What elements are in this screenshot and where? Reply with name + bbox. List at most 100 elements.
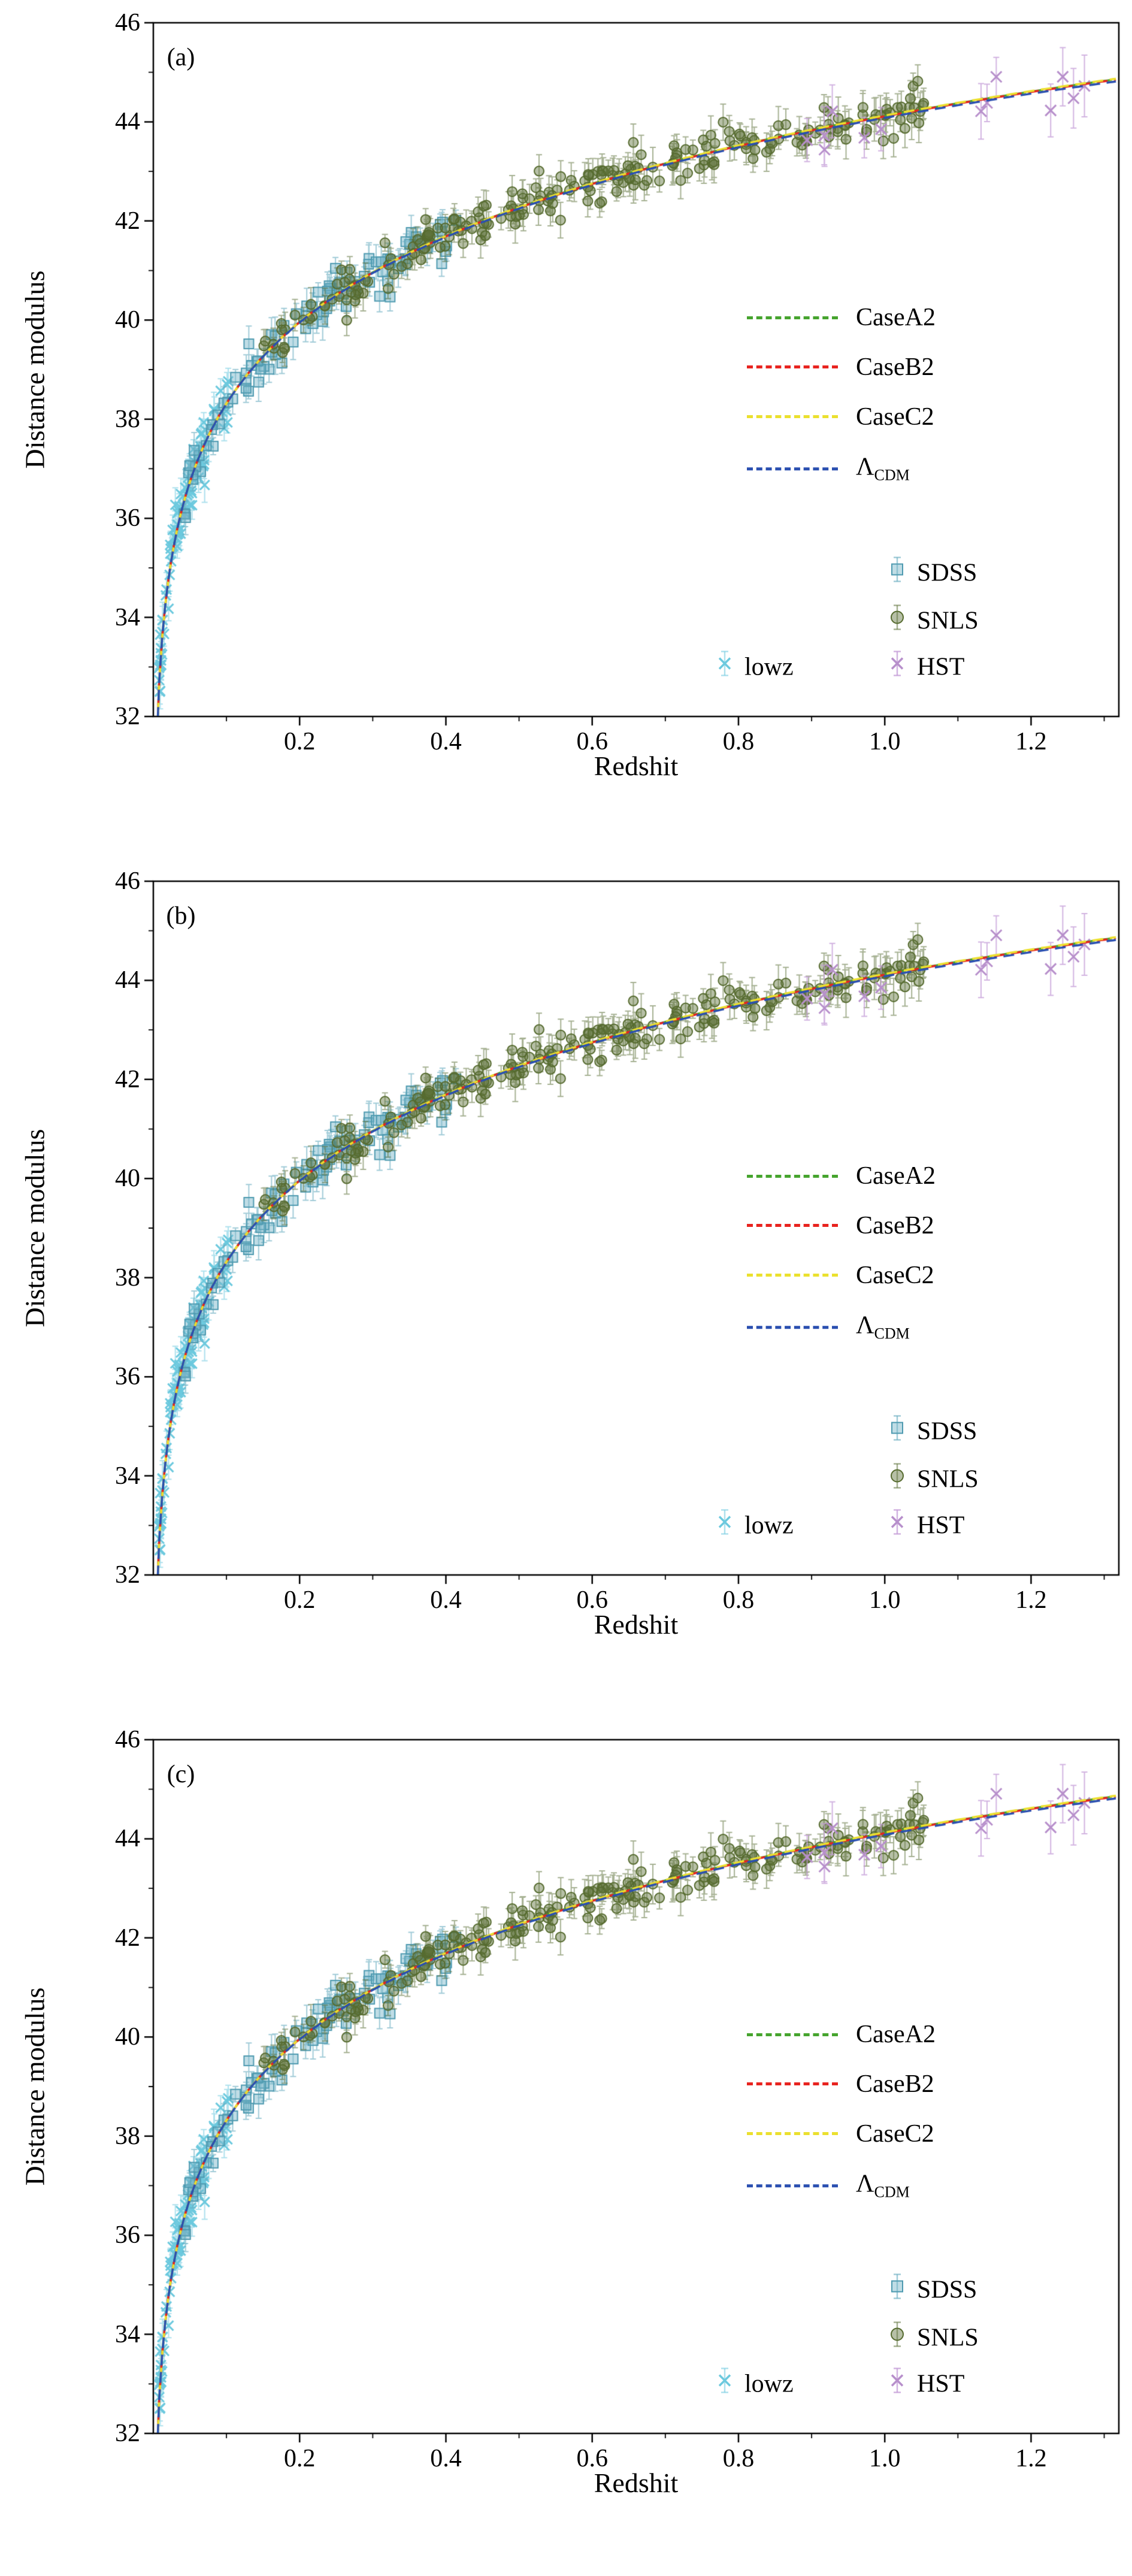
legend-label: HST <box>917 653 965 681</box>
legend-label-subscript: CDM <box>874 1325 910 1343</box>
legend-line-entry: ΛCDM <box>747 453 910 485</box>
x-tick-label: 0.2 <box>283 728 316 755</box>
x-tick-label: 1.2 <box>1015 1586 1047 1614</box>
y-tick-label: 32 <box>115 703 140 730</box>
dashed-line-swatch <box>747 467 838 470</box>
hst-marker-icon <box>887 1508 907 1543</box>
legend-line-entry: CaseB2 <box>747 2070 934 2099</box>
sdss-marker-icon <box>887 2273 907 2307</box>
x-axis-label: Redshit <box>594 751 679 781</box>
panel-b: Distance modulus Redshit (b) 0.2 0.4 0.6 0.… <box>0 858 1132 1717</box>
y-tick-label: 40 <box>115 2023 140 2051</box>
legend-marker-entry: SNLS <box>887 2321 979 2355</box>
legend-marker-entry: lowz <box>715 2367 794 2401</box>
legend-label: ΛCDM <box>856 2170 910 2202</box>
dashed-line-swatch <box>747 1325 838 1329</box>
y-tick-label: 38 <box>115 1263 140 1292</box>
y-tick-label: 34 <box>115 2320 140 2348</box>
legend-marker-entry: HST <box>887 650 964 684</box>
legend-marker-entry: SNLS <box>887 604 979 638</box>
x-tick-label: 0.8 <box>722 2445 755 2472</box>
snls-marker-icon <box>887 1462 907 1496</box>
legend-label: SDSS <box>917 559 977 587</box>
x-tick-label: 0.8 <box>722 1586 755 1614</box>
y-tick-label: 42 <box>115 207 140 235</box>
legend-label: CaseB2 <box>856 1211 934 1239</box>
dashed-line-swatch <box>747 2082 838 2086</box>
dashed-line-swatch <box>747 1274 838 1277</box>
x-axis-label: Redshit <box>594 1609 679 1640</box>
dashed-line-swatch <box>747 316 838 319</box>
legend-label: SDSS <box>917 1417 977 1446</box>
plot-canvas-c <box>0 1717 1132 2575</box>
legend-label: lowz <box>744 653 794 681</box>
x-tick-label: 0.4 <box>430 1586 462 1614</box>
legend-label: HST <box>917 1511 965 1540</box>
y-tick-label: 46 <box>115 867 140 895</box>
sdss-marker-icon <box>887 1414 907 1449</box>
legend-marker-entry: SDSS <box>887 556 977 590</box>
legend-label: ΛCDM <box>856 1311 910 1343</box>
y-tick-label: 34 <box>115 603 140 631</box>
y-tick-label: 46 <box>115 9 140 37</box>
panel-c: Distance modulus Redshit (c) 0.2 0.4 0.6 0.… <box>0 1717 1132 2575</box>
y-tick-label: 36 <box>115 2221 140 2250</box>
snls-marker-icon <box>887 2321 907 2355</box>
legend-label: lowz <box>744 2370 794 2398</box>
y-axis-label: Distance modulus <box>19 270 50 469</box>
y-tick-label: 38 <box>115 405 140 433</box>
legend-label-subscript: CDM <box>874 2184 910 2202</box>
dashed-line-swatch <box>747 415 838 419</box>
y-axis-label: Distance modulus <box>19 1129 50 1328</box>
x-tick-label: 0.4 <box>430 728 462 755</box>
y-tick-label: 42 <box>115 1065 140 1093</box>
legend-label: SNLS <box>917 2324 979 2352</box>
x-tick-label: 1.0 <box>868 2445 901 2472</box>
legend-label: lowz <box>744 1511 794 1540</box>
y-tick-label: 44 <box>115 1825 140 1853</box>
legend-marker-entry: HST <box>887 2367 964 2401</box>
legend-marker-entry: SDSS <box>887 2273 977 2307</box>
legend-line-entry: ΛCDM <box>747 2170 910 2202</box>
lowz-marker-icon <box>715 1508 735 1543</box>
legend-label: CaseA2 <box>856 304 936 332</box>
y-tick-label: 34 <box>115 1462 140 1490</box>
legend-label: CaseA2 <box>856 1162 936 1190</box>
y-tick-label: 32 <box>115 2420 140 2447</box>
y-tick-label: 46 <box>115 1726 140 1753</box>
x-tick-label: 1.0 <box>868 728 901 755</box>
legend-marker-entry: SNLS <box>887 1462 979 1496</box>
x-tick-label: 0.6 <box>576 1586 608 1614</box>
legend-line-entry: CaseA2 <box>747 303 936 332</box>
y-tick-label: 40 <box>115 306 140 334</box>
legend-label: SNLS <box>917 607 979 635</box>
dashed-line-swatch <box>747 1224 838 1227</box>
legend-label: CaseC2 <box>856 1261 934 1289</box>
x-tick-label: 0.4 <box>430 2445 462 2472</box>
legend-label-subscript: CDM <box>874 467 910 485</box>
y-tick-label: 32 <box>115 1561 140 1589</box>
legend-line-entry: CaseB2 <box>747 353 934 382</box>
legend-line-entry: CaseC2 <box>747 1261 934 1290</box>
hst-marker-icon <box>887 650 907 684</box>
legend-label: CaseA2 <box>856 2021 936 2049</box>
legend-line-entry: CaseB2 <box>747 1211 934 1240</box>
y-tick-label: 38 <box>115 2122 140 2150</box>
y-tick-label: 44 <box>115 108 140 136</box>
y-tick-label: 36 <box>115 1363 140 1391</box>
x-tick-label: 0.2 <box>283 1586 316 1614</box>
legend-label: CaseC2 <box>856 2120 934 2148</box>
dashed-line-swatch <box>747 1174 838 1178</box>
dashed-line-swatch <box>747 2184 838 2187</box>
dashed-line-swatch <box>747 365 838 369</box>
legend-marker-entry: HST <box>887 1508 964 1543</box>
plot-canvas-b <box>0 858 1132 1717</box>
legend-label: SNLS <box>917 1465 979 1493</box>
x-tick-label: 1.0 <box>868 1586 901 1614</box>
legend-line-entry: CaseA2 <box>747 1162 936 1190</box>
legend-label: HST <box>917 2370 965 2398</box>
panel-tag: (c) <box>167 1761 195 1788</box>
y-tick-label: 36 <box>115 504 140 533</box>
hst-marker-icon <box>887 2367 907 2401</box>
x-tick-label: 0.6 <box>576 2445 608 2472</box>
